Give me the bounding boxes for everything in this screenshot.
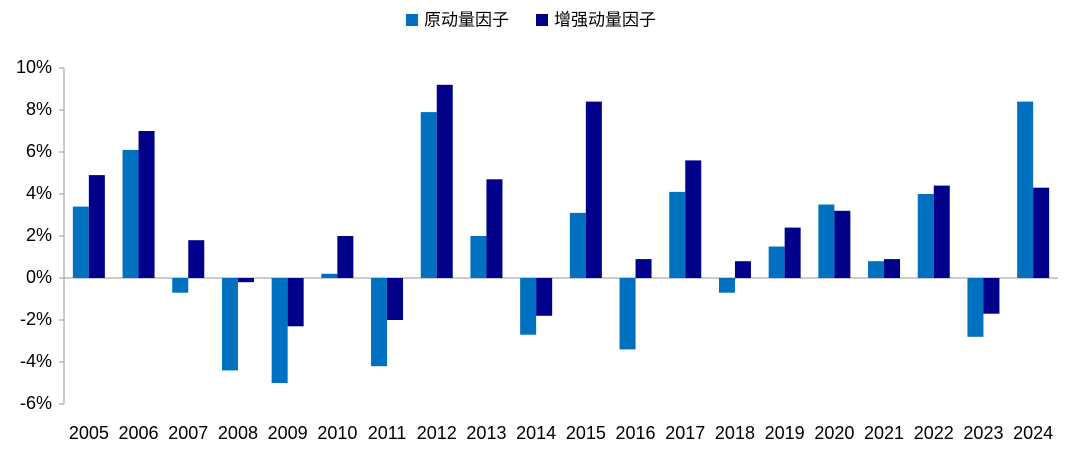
x-tick-label: 2019 [765,423,805,443]
legend-swatch [406,14,418,26]
y-tick-label: -6% [20,393,52,413]
x-tick-label: 2016 [616,423,656,443]
y-tick-label: 10% [16,57,52,77]
legend-label: 增强动量因子 [554,10,656,29]
x-tick-label: 2013 [466,423,506,443]
x-tick-label: 2007 [168,423,208,443]
x-tick-label: 2009 [268,423,308,443]
bar [635,259,652,278]
bar [420,112,437,278]
y-tick-label: 0% [26,267,52,287]
bar [321,273,338,278]
bar [768,246,785,278]
bar [337,236,354,278]
bar [287,278,304,327]
x-tick-label: 2018 [715,423,755,443]
y-tick-label: -2% [20,309,52,329]
bar [718,278,735,293]
bar [470,236,487,278]
x-tick-label: 2020 [814,423,854,443]
bar [983,278,1000,314]
bar [122,149,139,278]
y-tick-label: -4% [20,351,52,371]
bar [88,175,105,278]
y-tick-label: 6% [26,141,52,161]
bar [1017,101,1034,278]
legend-swatch [536,14,548,26]
bar [72,206,89,278]
bar [371,278,388,367]
x-tick-label: 2023 [963,423,1003,443]
bar [271,278,288,383]
x-tick-label: 2012 [417,423,457,443]
x-tick-label: 2021 [864,423,904,443]
bar [917,194,934,278]
x-tick-label: 2022 [914,423,954,443]
bar [387,278,404,320]
bar [784,227,801,278]
bar [619,278,636,350]
bar [685,160,702,278]
bar [172,278,189,293]
legend-label: 原动量因子 [424,10,509,29]
bar [138,131,155,278]
y-tick-label: 2% [26,225,52,245]
x-tick-label: 2008 [218,423,258,443]
x-tick-label: 2011 [368,423,407,443]
x-tick-label: 2024 [1013,423,1053,443]
x-tick-label: 2014 [516,423,556,443]
bar [669,191,686,278]
bar [933,185,950,278]
x-tick-label: 2010 [317,423,357,443]
bar [436,84,453,278]
bar [1033,187,1050,278]
x-tick-label: 2015 [566,423,606,443]
x-tick-label: 2005 [69,423,109,443]
x-tick-label: 2006 [119,423,159,443]
bar [734,261,751,278]
bar [520,278,537,335]
x-tick-label: 2017 [665,423,705,443]
bar [569,212,586,278]
bar [585,101,602,278]
bar [967,278,984,337]
bar [188,240,205,278]
bar [818,204,835,278]
bar [237,278,254,283]
y-tick-label: 4% [26,183,52,203]
y-tick-label: 8% [26,99,52,119]
bar [221,278,238,371]
bar [834,210,851,278]
bar [868,261,885,278]
bar [486,179,503,278]
bar [884,259,901,278]
bar [536,278,553,316]
